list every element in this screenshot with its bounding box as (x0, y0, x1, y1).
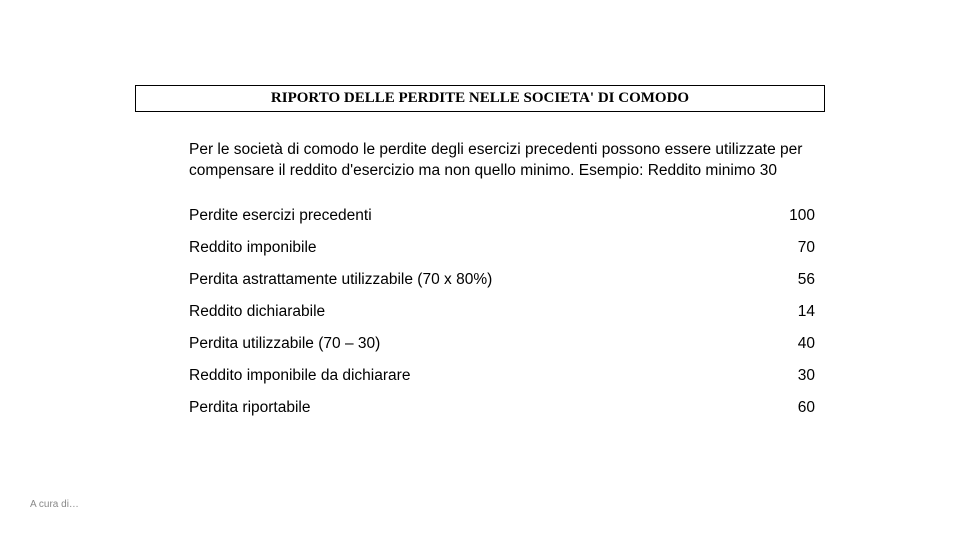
row-label: Perdita utilizzabile (70 – 30) (189, 335, 380, 353)
row-value: 70 (765, 239, 815, 257)
row-value: 100 (765, 207, 815, 225)
table-row: Reddito dichiarabile 14 (189, 296, 815, 328)
row-value: 14 (765, 303, 815, 321)
row-label: Perdita riportabile (189, 399, 310, 417)
table-row: Perdite esercizi precedenti 100 (189, 200, 815, 232)
row-label: Reddito dichiarabile (189, 303, 325, 321)
table-row: Reddito imponibile 70 (189, 232, 815, 264)
row-value: 60 (765, 399, 815, 417)
row-label: Reddito imponibile (189, 239, 317, 257)
title-text: RIPORTO DELLE PERDITE NELLE SOCIETA' DI … (271, 90, 689, 106)
title-box: RIPORTO DELLE PERDITE NELLE SOCIETA' DI … (135, 85, 825, 112)
row-value: 30 (765, 367, 815, 385)
description-text: Per le società di comodo le perdite degl… (189, 140, 815, 182)
row-label: Perdita astrattamente utilizzabile (70 x… (189, 271, 492, 289)
table-row: Perdita utilizzabile (70 – 30) 40 (189, 328, 815, 360)
slide-content: RIPORTO DELLE PERDITE NELLE SOCIETA' DI … (0, 0, 960, 424)
footer-text: A cura di… (30, 499, 79, 510)
row-value: 56 (765, 271, 815, 289)
row-label: Perdite esercizi precedenti (189, 207, 372, 225)
table-row: Perdita riportabile 60 (189, 392, 815, 424)
table-row: Reddito imponibile da dichiarare 30 (189, 360, 815, 392)
row-label: Reddito imponibile da dichiarare (189, 367, 410, 385)
row-value: 40 (765, 335, 815, 353)
table-row: Perdita astrattamente utilizzabile (70 x… (189, 264, 815, 296)
data-table: Perdite esercizi precedenti 100 Reddito … (189, 200, 815, 424)
